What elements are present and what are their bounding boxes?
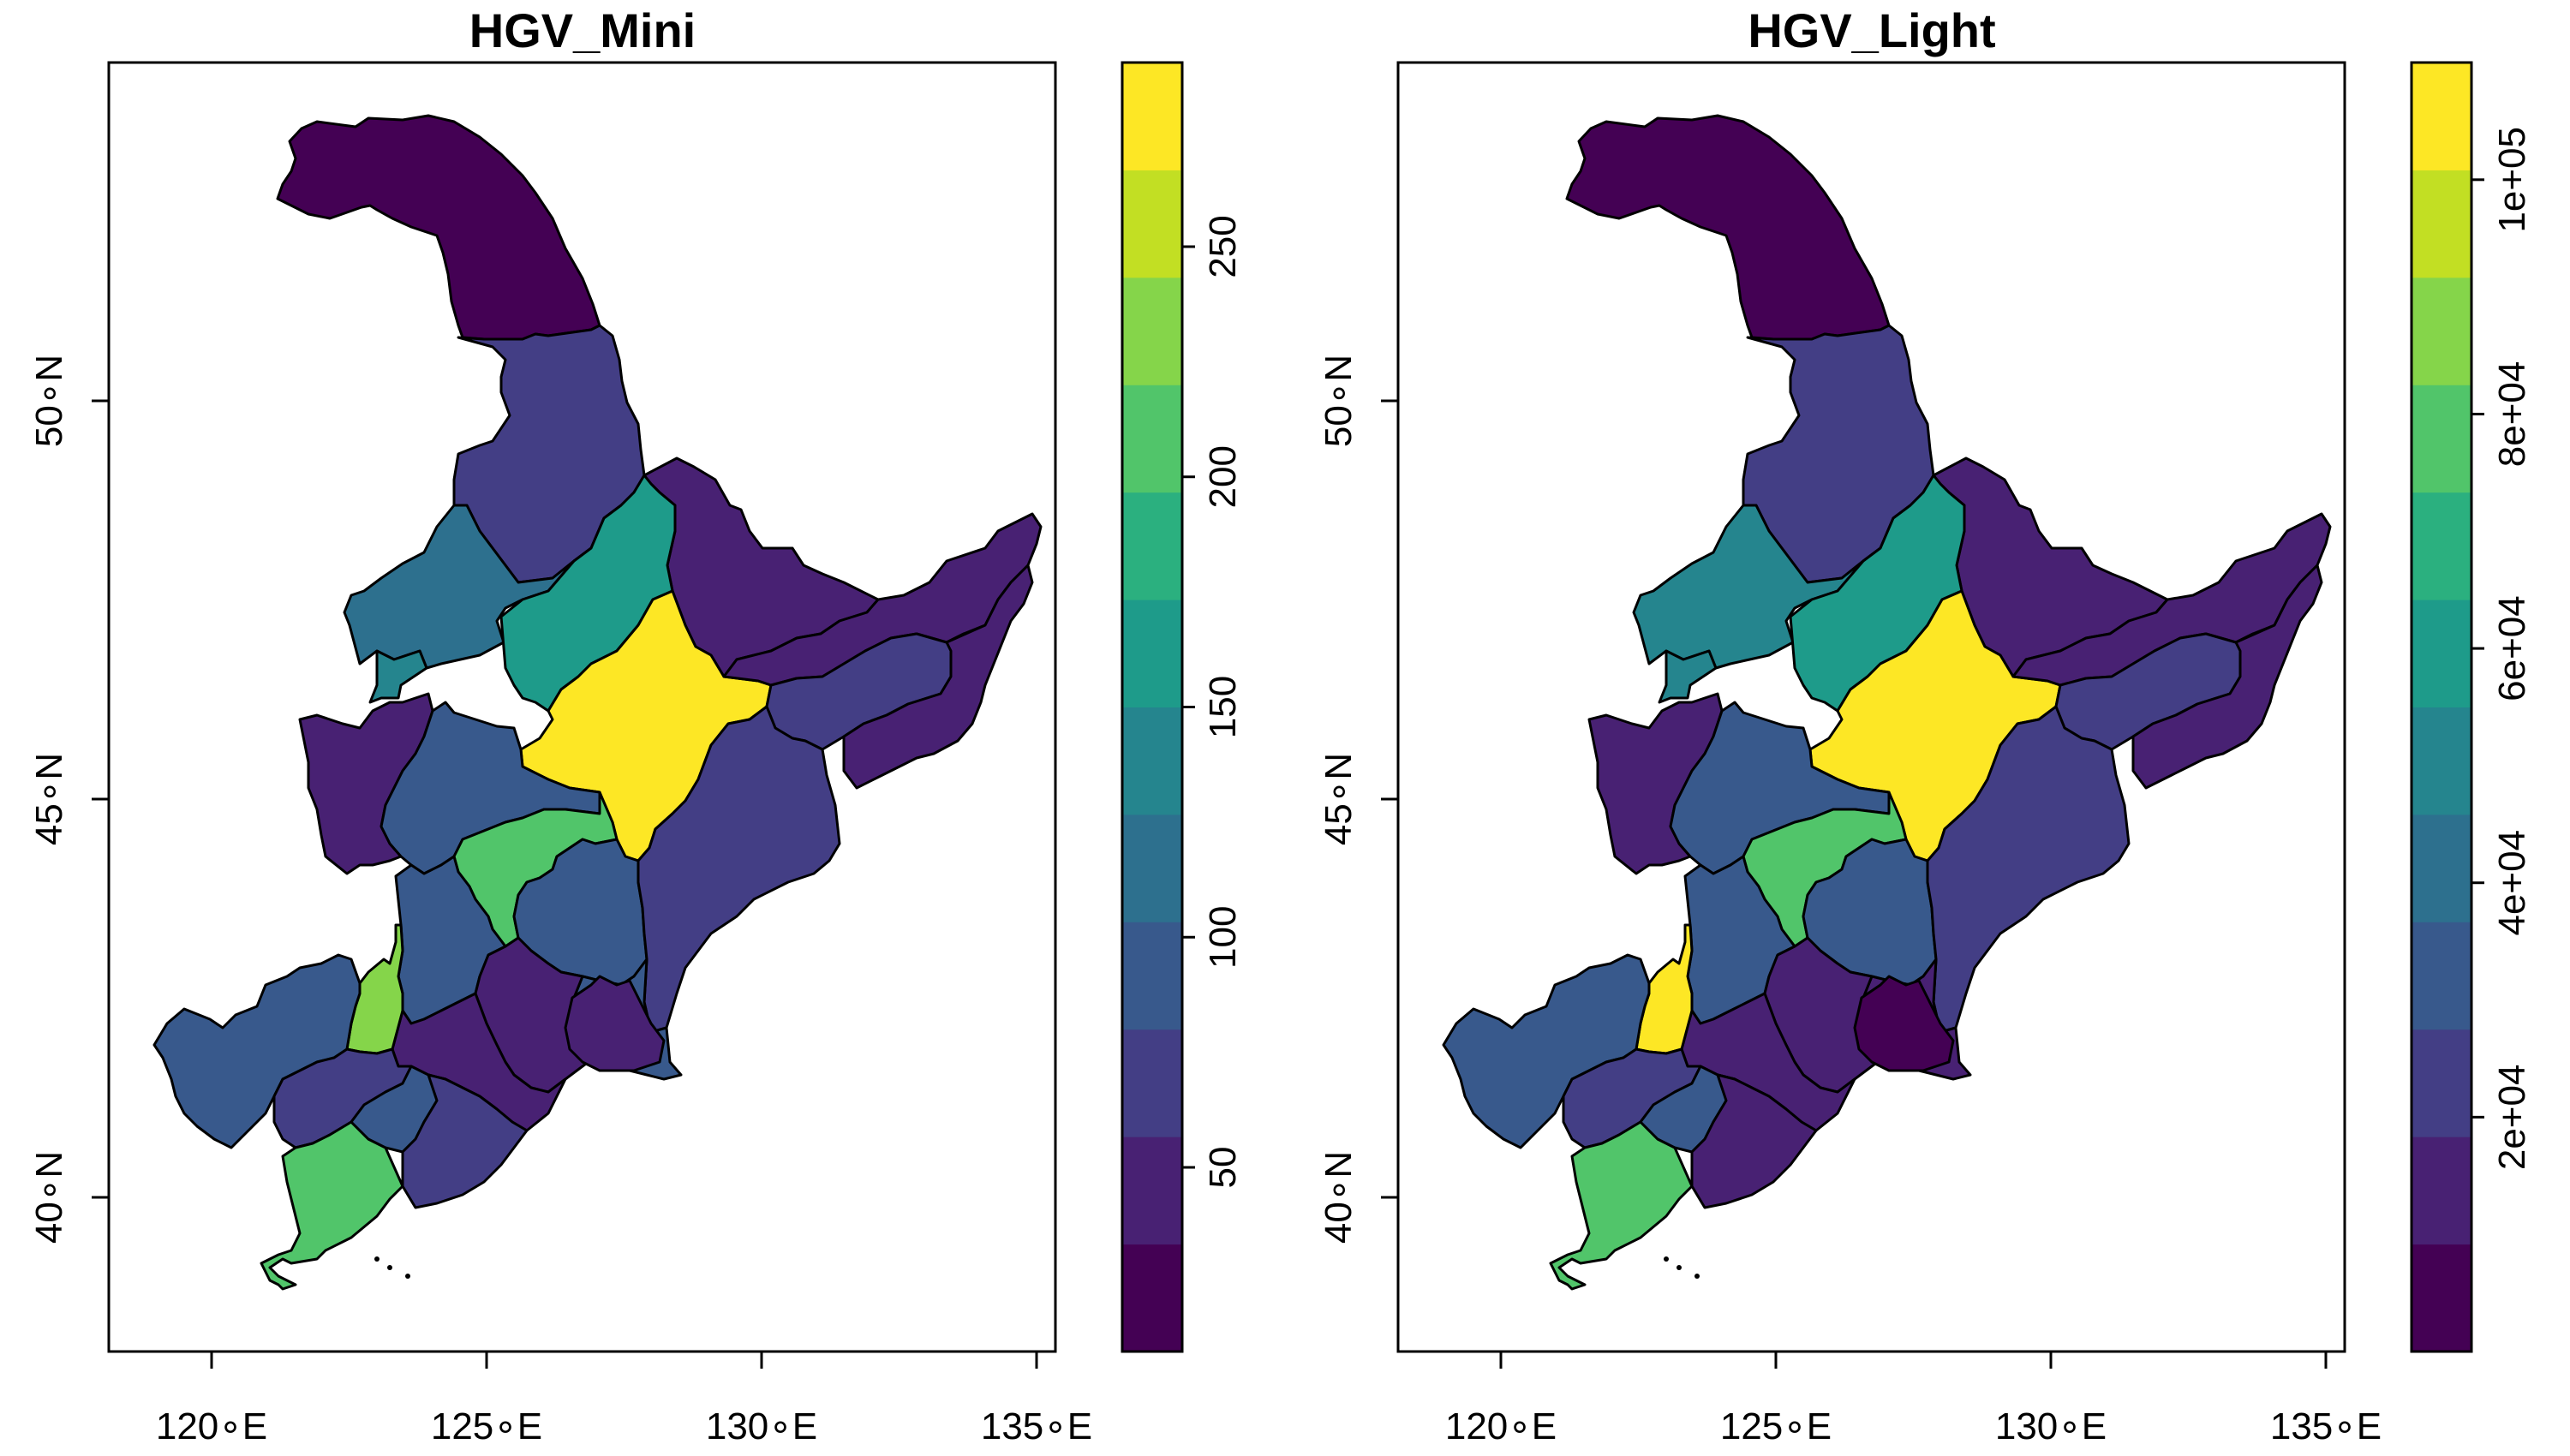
region-east3 — [842, 564, 1034, 790]
x-tick-label: 125∘E — [431, 1405, 542, 1447]
legend-tick-label: 8e+04 — [2491, 361, 2533, 468]
map-title: HGV_Light — [1748, 3, 1995, 57]
legend-color-cell — [1122, 277, 1182, 385]
map-panel-hgv-mini: HGV_Mini 120∘E 125∘E 130∘E 135∘E 40∘N 45… — [28, 3, 1244, 1447]
island-dot — [405, 1274, 410, 1279]
x-tick-label: 130∘E — [706, 1405, 817, 1447]
x-axis: 120∘E 125∘E 130∘E 135∘E — [156, 1350, 1092, 1447]
legend-tick-label: 6e+04 — [2491, 595, 2533, 701]
x-axis: 120∘E 125∘E 130∘E 135∘E — [1445, 1350, 2382, 1447]
legend-color-cell — [2412, 707, 2471, 815]
legend-color-cell — [2412, 814, 2471, 922]
region-wc2 — [1658, 649, 1718, 704]
island-dot — [387, 1265, 392, 1270]
region-wc — [343, 504, 576, 670]
y-tick-label: 45∘N — [28, 753, 70, 845]
y-tick-label: 40∘N — [28, 1151, 70, 1244]
y-axis: 40∘N 45∘N 50∘N — [28, 355, 111, 1244]
region-north — [1565, 114, 1891, 341]
legend-color-cell — [2412, 277, 2471, 385]
legend-color-cell — [1122, 922, 1182, 1030]
region-wc — [1632, 504, 1865, 670]
region-east4 — [401, 1073, 529, 1209]
y-tick-label: 50∘N — [28, 355, 70, 447]
legend-color-cell — [2412, 63, 2471, 170]
map-title: HGV_Mini — [469, 3, 696, 57]
x-tick-label: 135∘E — [2270, 1405, 2382, 1447]
legend-color-cell — [1122, 814, 1182, 922]
y-tick-label: 50∘N — [1318, 355, 1360, 447]
region-east4 — [1690, 1073, 1818, 1209]
x-tick-label: 120∘E — [156, 1405, 267, 1447]
color-legend: 50 100 150 200 250 — [1121, 61, 1244, 1353]
legend-frame — [2410, 61, 2473, 1353]
legend-tick-label: 250 — [1202, 215, 1244, 277]
x-tick-label: 130∘E — [1995, 1405, 2107, 1447]
x-tick-label: 125∘E — [1720, 1405, 1832, 1447]
region-yanji — [1853, 975, 1955, 1072]
region-east3 — [2131, 564, 2323, 790]
y-axis: 40∘N 45∘N 50∘N — [1318, 355, 1400, 1244]
region-harbin — [499, 474, 677, 713]
legend-color-cell — [2412, 170, 2471, 278]
island-dot — [1664, 1256, 1669, 1262]
legend-color-cell — [1122, 1137, 1182, 1245]
province-regions — [152, 114, 1043, 1291]
legend-color-cell — [1122, 707, 1182, 815]
province-regions — [1442, 114, 2332, 1291]
legend-color-cell — [1122, 170, 1182, 278]
island-dot — [1694, 1274, 1700, 1279]
legend-color-cell — [2412, 1244, 2471, 1352]
x-tick-label: 120∘E — [1445, 1405, 1557, 1447]
legend-color-cell — [1122, 63, 1182, 170]
legend-tick-label: 50 — [1202, 1147, 1244, 1189]
region-yanji — [564, 975, 666, 1072]
legend-color-cell — [2412, 1137, 2471, 1245]
legend-color-cell — [2412, 385, 2471, 493]
legend-color-cell — [1122, 600, 1182, 707]
region-harbin — [1789, 474, 1966, 713]
legend-tick-label: 150 — [1202, 676, 1244, 738]
legend-color-cell — [1122, 385, 1182, 493]
legend-tick-label: 1e+05 — [2491, 127, 2533, 233]
legend-color-cell — [2412, 1029, 2471, 1137]
legend-color-cell — [1122, 492, 1182, 600]
legend-tick-label: 200 — [1202, 445, 1244, 508]
legend-color-cell — [2412, 492, 2471, 600]
legend-tick-label: 100 — [1202, 906, 1244, 969]
legend-color-cell — [1122, 1029, 1182, 1137]
y-tick-label: 40∘N — [1318, 1151, 1360, 1244]
legend-color-cell — [1122, 1244, 1182, 1352]
region-wc2 — [368, 649, 428, 704]
island-dot — [374, 1256, 380, 1262]
map-panel-hgv-light: HGV_Light 120∘E 125∘E 130∘E 135∘E 40∘N 4… — [1318, 3, 2533, 1447]
island-dot — [1676, 1265, 1682, 1270]
legend-color-cell — [2412, 600, 2471, 707]
legend-tick-label: 2e+04 — [2491, 1065, 2533, 1171]
region-north — [276, 114, 601, 341]
y-tick-label: 45∘N — [1318, 753, 1360, 845]
legend-tick-label: 4e+04 — [2491, 830, 2533, 936]
x-tick-label: 135∘E — [981, 1405, 1092, 1447]
legend-color-cell — [2412, 922, 2471, 1030]
color-legend: 2e+04 4e+04 6e+04 8e+04 1e+05 — [2410, 61, 2533, 1353]
